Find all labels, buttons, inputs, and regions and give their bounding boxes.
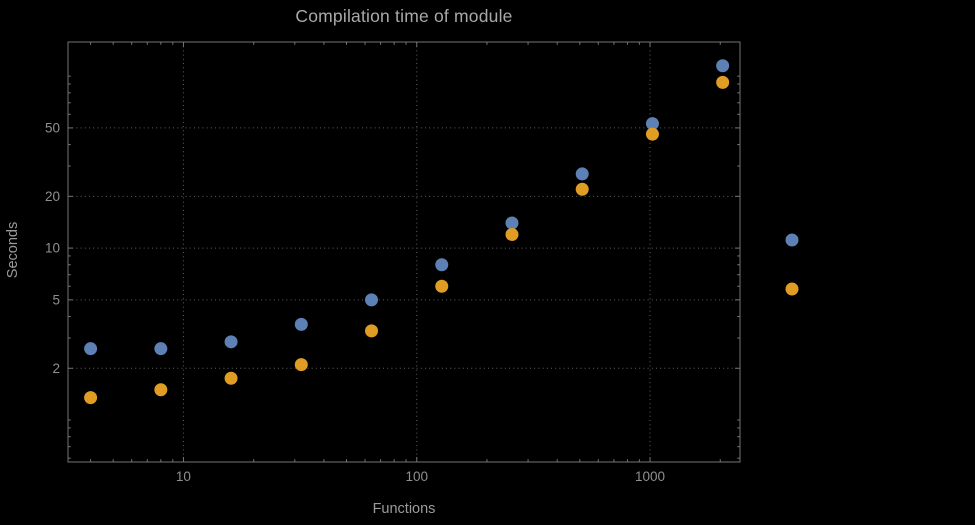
y-tick-label: 5	[52, 292, 60, 307]
data-point-series-2-orange	[435, 279, 449, 293]
data-point-series-2-orange	[505, 227, 519, 241]
data-point-series-1-blue	[645, 117, 659, 131]
data-point-series-2-orange	[575, 182, 589, 196]
data-point-series-2-orange	[294, 358, 308, 372]
data-point-series-1-blue	[365, 293, 379, 307]
tick-labels: 10 100 1000 2 5 10 20 50	[45, 120, 665, 484]
plot-frame-border	[67, 41, 741, 463]
data-point-series-1-blue	[435, 258, 449, 272]
x-tick-label: 10	[176, 469, 191, 484]
data-points	[84, 59, 730, 405]
y-tick-label: 50	[45, 120, 60, 135]
data-point-series-1-blue	[505, 216, 519, 230]
data-point-series-2-orange	[224, 371, 238, 385]
data-point-series-2-orange	[645, 127, 659, 141]
y-tick-label: 10	[45, 241, 60, 256]
y-tick-label: 20	[45, 189, 60, 204]
legend-marker-series-2	[785, 282, 799, 296]
data-point-series-2-orange	[84, 391, 98, 405]
data-point-series-2-orange	[154, 383, 168, 397]
data-point-series-2-orange	[716, 75, 730, 89]
x-tick-label: 1000	[635, 469, 665, 484]
data-point-series-1-blue	[224, 335, 238, 349]
gridlines	[68, 42, 740, 462]
data-point-series-1-blue	[294, 317, 308, 331]
data-point-series-1-blue	[154, 342, 168, 356]
y-tick-label: 2	[52, 361, 60, 376]
legend-marker-series-1	[785, 233, 799, 247]
tick-marks	[68, 42, 740, 462]
legend	[785, 233, 799, 296]
x-axis-label: Functions	[372, 501, 436, 517]
data-point-series-1-blue	[84, 342, 98, 356]
x-tick-label: 100	[405, 469, 428, 484]
data-point-series-1-blue	[575, 167, 589, 181]
data-point-series-1-blue	[716, 59, 730, 73]
chart-title: Compilation time of module	[295, 6, 513, 26]
frame-rect	[67, 41, 741, 463]
data-point-series-2-orange	[365, 324, 379, 338]
